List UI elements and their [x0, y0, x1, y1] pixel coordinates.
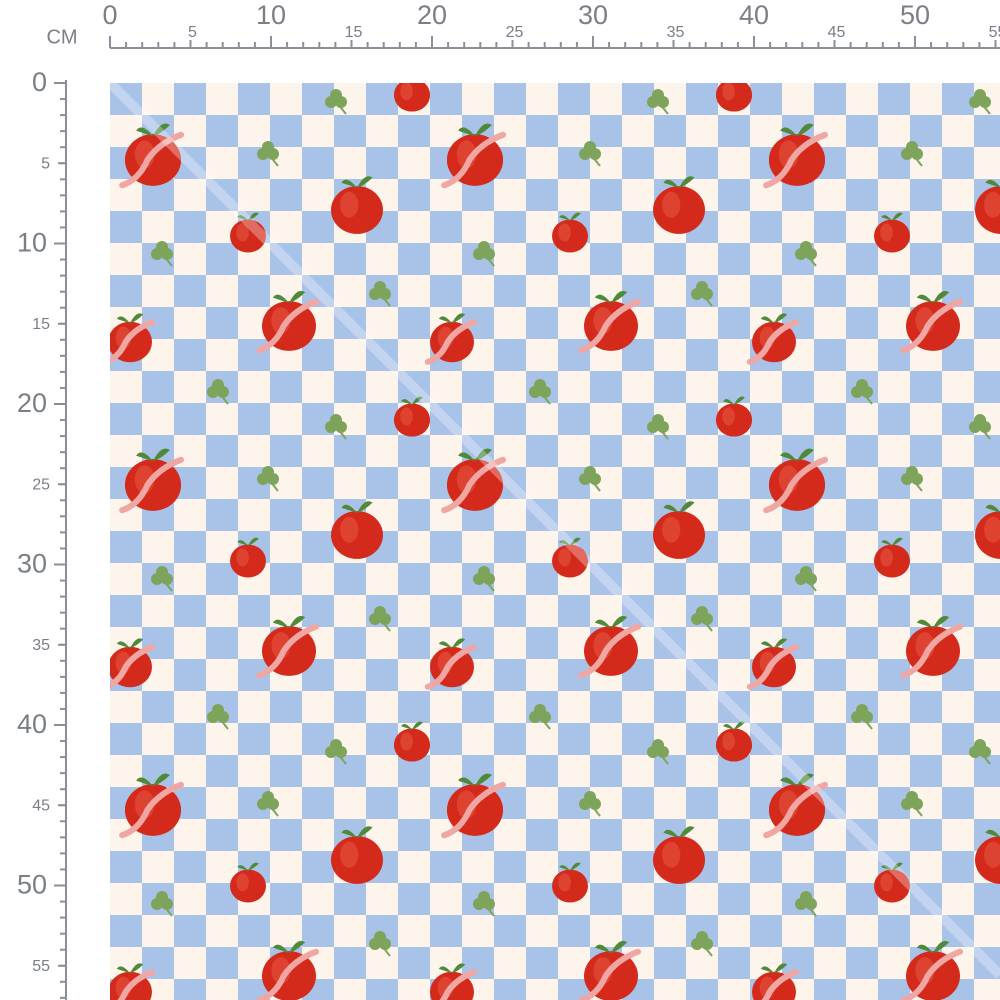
top-tick-label: 20 [417, 0, 447, 30]
left-tick-label: 50 [17, 870, 47, 900]
glare [106, 79, 1000, 979]
left-tick-label: 45 [32, 797, 50, 814]
left-tick-label: 0 [32, 67, 47, 97]
top-tick-label: 10 [256, 0, 286, 30]
top-tick-label: 50 [900, 0, 930, 30]
left-tick-label: 20 [17, 388, 47, 418]
top-tick-label: 25 [506, 24, 524, 41]
left-tick-label: 10 [17, 228, 47, 258]
left-tick-label: 40 [17, 709, 47, 739]
apple-motif [110, 83, 1000, 1000]
top-tick-label: 40 [739, 0, 769, 30]
ruler: CM 0 5 10 15 20 25 30 35 40 45 50 55 0 5 10 15 20 25 30 35 4… [17, 0, 1000, 1000]
top-tick-label: 30 [578, 0, 608, 30]
top-tick-label: 45 [828, 24, 846, 41]
top-tick-label: 5 [188, 24, 197, 41]
top-tick-label: 0 [102, 0, 117, 30]
left-tick-label: 25 [32, 476, 50, 493]
left-tick-label: 15 [32, 316, 50, 333]
left-tick-label: 35 [32, 637, 50, 654]
left-tick-label: 55 [32, 958, 50, 975]
left-tick-label: 30 [17, 549, 47, 579]
top-tick-label: 15 [345, 24, 363, 41]
top-tick-label: 55 [989, 24, 1000, 41]
unit-label: CM [46, 26, 77, 48]
top-tick-label: 35 [667, 24, 685, 41]
left-tick-label: 5 [41, 155, 50, 172]
